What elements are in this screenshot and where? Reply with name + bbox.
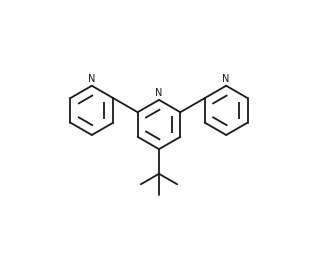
Text: N: N — [88, 74, 95, 84]
Text: N: N — [155, 88, 163, 98]
Text: N: N — [223, 74, 230, 84]
